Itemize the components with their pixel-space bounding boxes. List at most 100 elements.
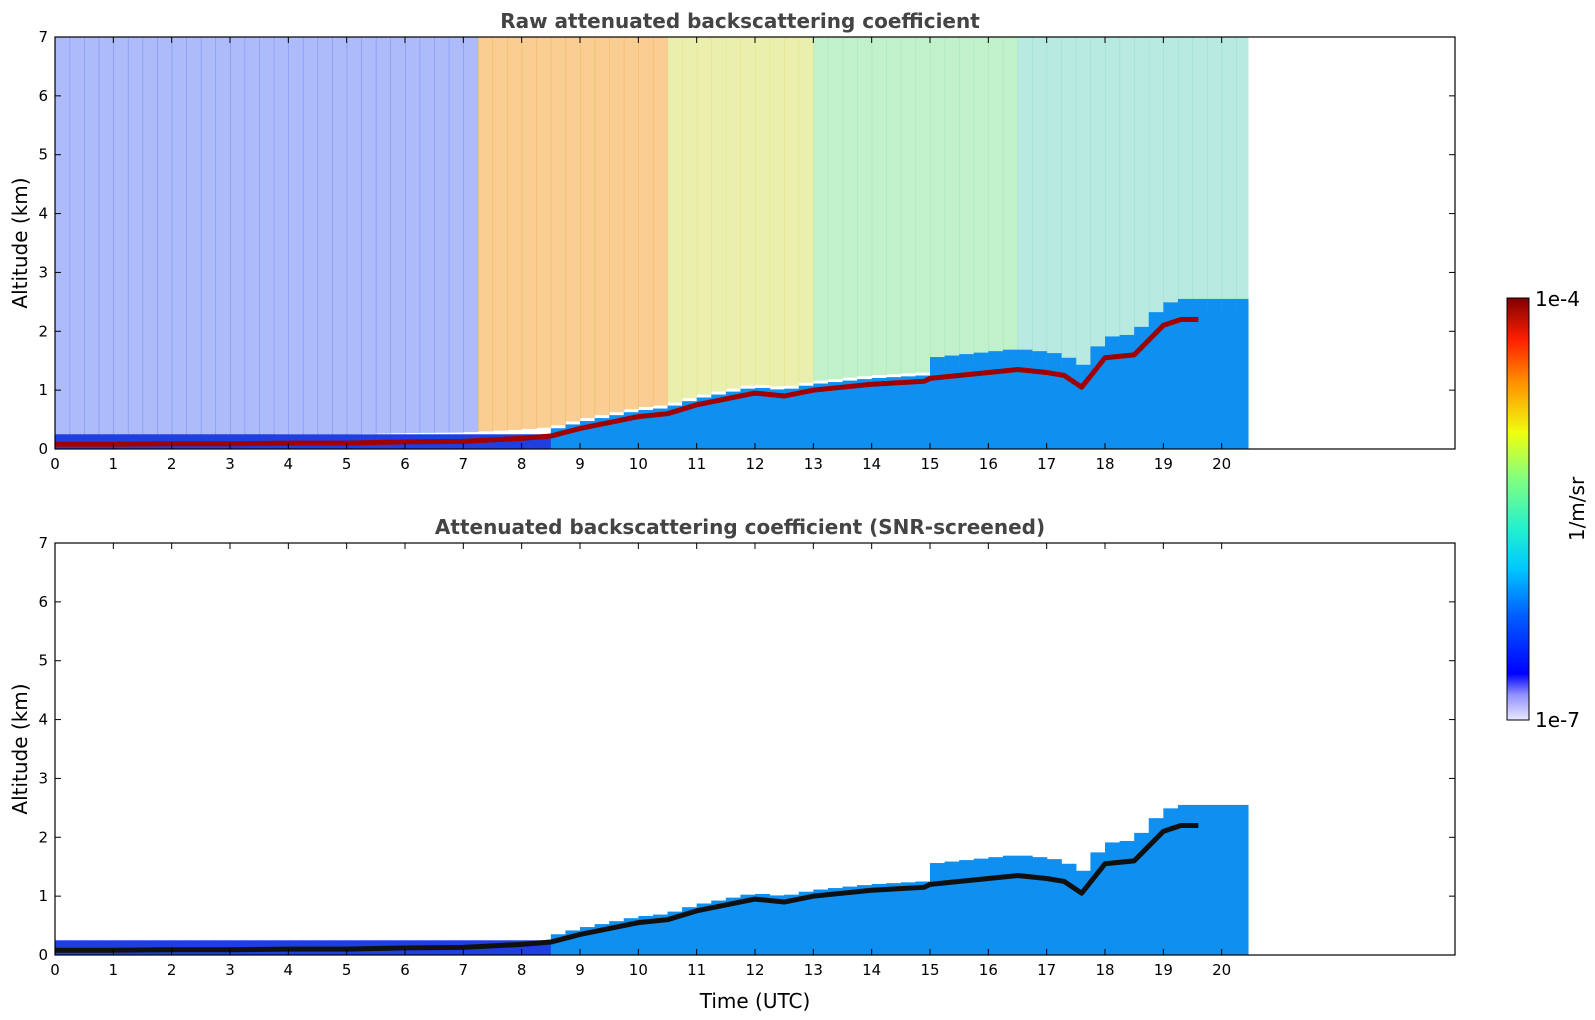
heatmap-cell-boundary-layer	[1192, 298, 1208, 449]
heatmap-cell-upper	[886, 37, 902, 375]
heatmap-cell-upper	[1061, 37, 1077, 370]
y-tick-label: 1	[38, 381, 48, 399]
heatmap-cell-boundary-layer	[667, 911, 683, 955]
heatmap-cell-upper	[1032, 37, 1048, 363]
x-tick-label: 0	[50, 455, 60, 473]
heatmap-cell-upper	[84, 37, 100, 436]
heatmap-cell-boundary-layer	[784, 388, 800, 449]
x-tick-label: 17	[1037, 455, 1056, 473]
heatmap-cell-upper	[988, 37, 1004, 363]
x-tick-label: 14	[862, 455, 881, 473]
x-tick-label: 9	[575, 455, 585, 473]
y-axis: 0 1 2 3 4 5 6 7	[38, 28, 1455, 458]
heatmap-cell-boundary-layer	[1221, 804, 1237, 955]
heatmap-cell-upper	[900, 37, 917, 374]
heatmap-cell-upper	[521, 37, 537, 429]
heatmap-cell-upper	[550, 37, 567, 426]
heatmap-cell-boundary-layer	[113, 940, 129, 955]
heatmap-cell-upper	[419, 37, 435, 433]
heatmap-cell-upper	[594, 37, 610, 416]
panel-title: Raw attenuated backscattering coefficien…	[500, 9, 980, 33]
heatmap-cell-upper	[580, 37, 596, 419]
x-tick-label: 12	[745, 961, 764, 979]
heatmap-cell-upper	[1090, 37, 1106, 359]
cloud-base-line	[55, 317, 1199, 447]
heatmap-cell-boundary-layer	[871, 377, 887, 449]
heatmap-cell-boundary-layer	[69, 434, 85, 449]
heatmap-cell-upper	[230, 37, 246, 435]
heatmap-cell-boundary-layer	[1061, 357, 1077, 449]
heatmap-cell-upper	[915, 37, 931, 373]
heatmap-cell-upper	[69, 37, 85, 436]
x-tick-label: 1	[109, 961, 119, 979]
panel-title: Attenuated backscattering coefficient (S…	[435, 515, 1045, 539]
heatmap-cell-upper	[1236, 37, 1249, 311]
x-tick-label: 19	[1154, 455, 1173, 473]
heatmap-cell-boundary-layer	[1046, 353, 1062, 449]
x-tick-label: 1	[109, 455, 119, 473]
heatmap-cell-upper	[492, 37, 508, 431]
x-tick-label: 14	[862, 961, 881, 979]
heatmap-cell-boundary-layer	[1032, 857, 1048, 955]
x-tick-label: 20	[1212, 961, 1231, 979]
x-tick-label: 2	[167, 961, 177, 979]
heatmap-cell-upper	[186, 37, 202, 435]
y-tick-label: 6	[38, 87, 48, 105]
heatmap-cell-boundary-layer	[113, 434, 129, 449]
x-tick-label: 8	[517, 961, 527, 979]
x-tick-label: 3	[225, 961, 235, 979]
heatmap-cell-boundary-layer	[959, 354, 975, 449]
heatmap-cell-boundary-layer	[1177, 804, 1194, 955]
heatmap-cell-boundary-layer	[98, 434, 114, 449]
heatmap-cell-boundary-layer	[1148, 818, 1164, 955]
heatmap-cell-upper	[127, 37, 144, 436]
y-tick-label: 3	[38, 769, 48, 787]
heatmap-cell-upper	[725, 37, 742, 389]
heatmap-cell-boundary-layer	[1119, 334, 1135, 449]
heatmap-cell-boundary-layer	[813, 889, 829, 955]
x-axis-label: Time (UTC)	[699, 989, 811, 1013]
heatmap-cell-boundary-layer	[930, 357, 946, 449]
x-axis: 0 1 2 3 4 5 6 7 8 9 10 11 12 13 14 15 16 17 18 19 20	[50, 543, 1231, 979]
heatmap-cell-upper	[1207, 37, 1223, 311]
heatmap-cell-upper	[609, 37, 625, 413]
x-tick-label: 7	[459, 455, 469, 473]
heatmap-cell-upper	[98, 37, 114, 436]
heatmap-cell-upper	[317, 37, 333, 435]
heatmap-cell-upper	[346, 37, 362, 435]
y-tick-label: 0	[38, 946, 48, 964]
heatmap-cell-boundary-layer	[1017, 855, 1033, 955]
heatmap-cell-upper	[1221, 37, 1237, 311]
heatmap-cell-upper	[215, 37, 231, 435]
heatmap-cell-upper	[682, 37, 698, 399]
heatmap-cell-boundary-layer	[988, 857, 1004, 955]
heatmap-cell-boundary-layer	[1192, 804, 1208, 955]
heatmap-cell-boundary-layer	[1032, 351, 1048, 449]
heatmap-cell-upper	[871, 37, 887, 376]
heatmap-cell-boundary-layer	[84, 434, 100, 449]
heatmap-cell-boundary-layer	[711, 900, 727, 955]
heatmap-cell-upper	[259, 37, 275, 435]
x-axis: 0 1 2 3 4 5 6 7 8 9 10 11 12 13 14 15 16 17 18 19 20	[50, 37, 1231, 473]
heatmap-cell-boundary-layer	[696, 903, 712, 955]
heatmap-cell-upper	[361, 37, 377, 434]
heatmap-cell-upper	[711, 37, 727, 392]
heatmap-cell-boundary-layer	[827, 888, 844, 955]
heatmap-cell-upper	[390, 37, 406, 434]
heatmap-cell-upper	[827, 37, 844, 380]
heatmap-cell-boundary-layer	[1221, 298, 1237, 449]
heatmap-cell-boundary-layer	[930, 863, 946, 955]
heatmap-cell-upper	[375, 37, 392, 434]
colorbar-min-label: 1e-7	[1535, 708, 1580, 732]
heatmap-cell-upper	[332, 37, 348, 435]
heatmap-cell-upper	[944, 37, 960, 368]
x-tick-label: 18	[1095, 455, 1114, 473]
heatmap-cell-upper	[302, 37, 319, 435]
heatmap-cell-upper	[171, 37, 187, 435]
x-tick-label: 6	[400, 961, 410, 979]
heatmap-cell-boundary-layer	[1236, 804, 1249, 955]
cloud-base-layer	[55, 823, 1199, 953]
y-tick-label: 7	[38, 28, 48, 46]
x-tick-label: 12	[745, 455, 764, 473]
